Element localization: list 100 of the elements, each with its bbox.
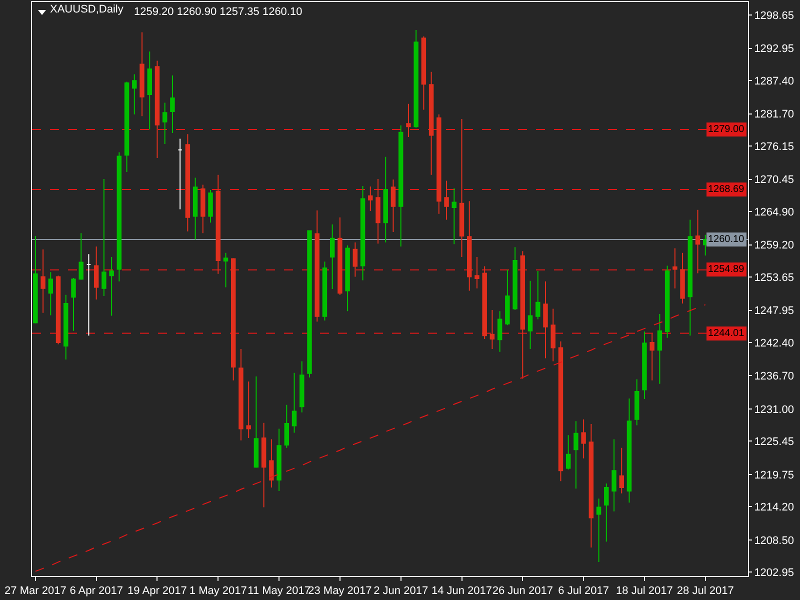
candlestick: [223, 252, 228, 288]
candlestick: [497, 310, 502, 352]
y-tick-label: 1214.20: [754, 502, 794, 514]
candlestick: [444, 180, 449, 220]
candlestick: [490, 309, 495, 350]
y-tick-label: 1208.50: [754, 534, 794, 547]
candlestick: [467, 200, 472, 292]
y-tick-label: 1225.45: [754, 436, 794, 448]
candlestick: [383, 156, 388, 243]
y-tick-label: 1259.20: [754, 240, 794, 252]
candlestick: [414, 29, 418, 128]
candlestick: [300, 360, 304, 413]
ref-line-label: 1268.69: [708, 184, 745, 195]
candlestick: [71, 277, 76, 332]
x-tick-label: 28 Jul 2017: [676, 585, 734, 598]
x-tick-label: 6 Apr 2017: [70, 585, 123, 598]
y-tick-label: 1202.95: [754, 567, 794, 580]
candlestick: [132, 74, 137, 115]
candlestick: [292, 372, 297, 434]
candlestick: [254, 376, 259, 468]
y-tick-label: 1264.90: [754, 206, 794, 218]
x-tick-label: 11 May 2017: [248, 585, 310, 598]
y-tick-label: 1253.65: [754, 272, 794, 284]
y-tick-label: 1270.45: [754, 174, 794, 186]
x-tick-label: 26 Jun 2017: [492, 585, 553, 598]
candlestick: [48, 272, 54, 316]
candlestick: [352, 242, 358, 278]
candlestick: [376, 178, 380, 244]
candlestick: [642, 331, 647, 400]
candlestick: [140, 32, 144, 117]
candlestick: [231, 258, 236, 381]
candlestick: [102, 178, 106, 296]
candlestick: [672, 248, 678, 289]
candlestick: [695, 209, 700, 274]
x-tick-label: 6 Jul 2017: [558, 585, 609, 598]
candlestick: [216, 174, 220, 274]
candlestick: [558, 340, 564, 482]
candlestick: [688, 219, 693, 336]
candlestick: [482, 266, 487, 340]
candlestick: [634, 378, 640, 426]
candlestick: [185, 134, 190, 232]
candlestick: [596, 498, 602, 563]
candlestick: [200, 184, 206, 234]
candlestick: [170, 74, 175, 134]
candlestick: [33, 236, 38, 324]
candlestick: [436, 114, 442, 214]
candlestick: [109, 256, 114, 316]
candlestick: [543, 280, 548, 359]
candlestick: [116, 152, 122, 282]
candlestick: [147, 50, 152, 130]
x-tick-label: 27 Mar 2017: [4, 585, 66, 598]
candlestick: [421, 36, 426, 110]
x-tick-label: 2 Jun 2017: [374, 585, 428, 598]
ref-line-label: 1279.00: [708, 124, 745, 135]
candlestick: [574, 420, 578, 490]
candlestick: [588, 424, 594, 548]
y-tick-label: 1231.00: [754, 404, 794, 416]
candlestick: [528, 280, 533, 350]
candlestick: [307, 230, 312, 378]
candlestick: [238, 348, 244, 441]
y-tick-label: 1292.95: [754, 43, 794, 56]
candlestick: [626, 398, 632, 504]
candlestick: [261, 422, 266, 508]
y-tick-label: 1281.70: [754, 108, 794, 121]
candlestick: [664, 265, 670, 338]
candlestick: [581, 418, 586, 459]
candlestick: [322, 261, 328, 321]
candlestick: [536, 270, 540, 320]
candlestick: [474, 256, 480, 289]
y-tick-label: 1247.95: [754, 305, 794, 318]
y-tick-label: 1242.40: [754, 337, 794, 350]
candlestick: [162, 102, 168, 145]
candlestick: [390, 179, 396, 232]
candlestick: [269, 438, 274, 488]
candlestick: [520, 250, 526, 380]
x-tick-label: 14 Jun 2017: [431, 585, 492, 598]
candlestick: [78, 232, 84, 280]
candlestick: [452, 188, 456, 245]
candlestick: [428, 71, 434, 176]
x-tick-label: 1 May 2017: [189, 585, 247, 598]
candlestick: [208, 190, 213, 224]
candlestick: [619, 447, 624, 494]
y-tick-label: 1298.65: [754, 10, 794, 22]
candlestick: [680, 252, 685, 304]
candlestick: [284, 404, 290, 448]
candlestick: [56, 275, 61, 345]
candlestick: [94, 246, 99, 300]
x-tick-label: 18 Jul 2017: [616, 585, 673, 598]
chart-title: XAUUSD,Daily: [50, 4, 124, 16]
candlestick: [512, 246, 518, 310]
line-series: [34, 304, 706, 572]
y-tick-label: 1219.75: [754, 469, 794, 482]
candlestick: [459, 118, 464, 258]
candlestick: [64, 294, 68, 360]
x-tick-label: 19 Apr 2017: [128, 585, 187, 598]
y-tick-label: 1276.15: [754, 140, 794, 153]
y-tick-label: 1287.40: [754, 75, 794, 88]
candlestick: [178, 138, 182, 210]
candlestick: [192, 177, 198, 240]
candlestick: [338, 216, 342, 296]
